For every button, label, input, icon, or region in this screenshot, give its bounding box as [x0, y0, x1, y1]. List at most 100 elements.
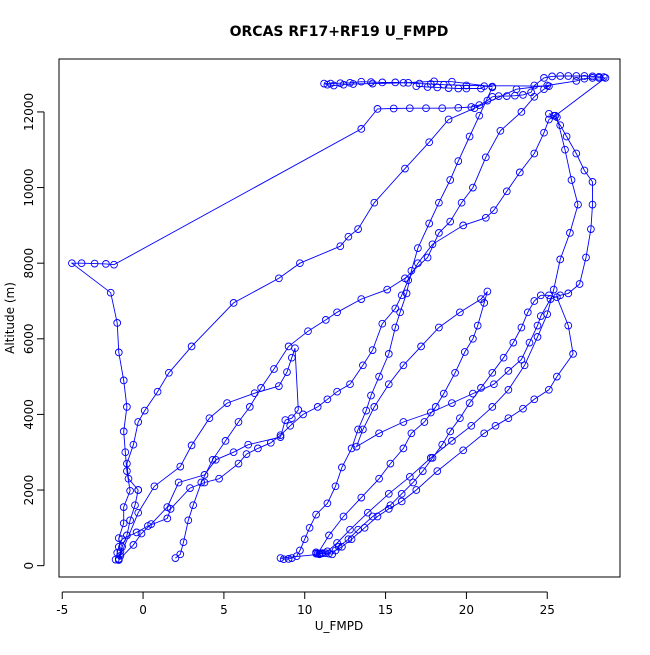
- data-point: [77, 259, 86, 268]
- data-point: [483, 287, 492, 296]
- data-point: [556, 291, 565, 300]
- x-tick-label: 25: [540, 603, 555, 617]
- data-point: [460, 348, 469, 356]
- data-point: [338, 463, 346, 472]
- data-point: [368, 346, 377, 354]
- data-point: [401, 164, 409, 173]
- data-point: [296, 546, 304, 555]
- data-point: [184, 516, 193, 525]
- data-point: [580, 74, 589, 83]
- data-point: [179, 538, 188, 547]
- data-point: [553, 372, 561, 381]
- data-point: [553, 113, 561, 122]
- data-point: [564, 72, 573, 80]
- data-point: [564, 289, 573, 298]
- data-point: [296, 259, 304, 268]
- data-point: [279, 555, 288, 564]
- data-point: [140, 406, 149, 415]
- y-tick-label: 8000: [22, 248, 36, 279]
- data-point: [477, 295, 485, 303]
- data-point: [477, 384, 485, 392]
- data-point: [119, 519, 128, 528]
- data-point: [360, 523, 369, 532]
- data-point: [580, 72, 589, 80]
- data-point: [357, 77, 366, 86]
- data-point: [132, 528, 141, 537]
- data-point: [469, 334, 477, 343]
- x-tick-label: 10: [297, 603, 312, 617]
- data-point: [110, 260, 118, 269]
- data-point: [536, 291, 545, 300]
- data-point: [399, 78, 408, 87]
- data-point: [370, 403, 379, 411]
- data-point: [150, 482, 159, 491]
- data-point: [530, 149, 539, 158]
- data-point: [357, 493, 366, 502]
- data-point: [153, 387, 162, 396]
- data-point: [368, 79, 377, 88]
- y-tick-label: 12000: [22, 93, 36, 131]
- data-point: [266, 438, 275, 447]
- series-5: [312, 109, 597, 558]
- data-point: [530, 395, 539, 404]
- data-point: [582, 253, 590, 262]
- data-point: [467, 421, 476, 430]
- data-point: [467, 103, 476, 111]
- data-point: [435, 198, 443, 207]
- data-point: [545, 385, 553, 394]
- data-point: [378, 319, 387, 328]
- data-point: [488, 368, 497, 377]
- y-tick-label: 6000: [22, 324, 36, 355]
- data-point: [407, 266, 416, 275]
- data-point: [174, 478, 183, 487]
- data-point: [368, 512, 377, 521]
- data-point: [548, 72, 556, 81]
- data-point: [469, 183, 477, 192]
- data-point: [378, 78, 387, 87]
- data-point: [176, 550, 185, 559]
- data-point: [294, 406, 303, 414]
- data-point: [283, 368, 291, 376]
- data-point: [465, 132, 474, 141]
- data-point: [533, 321, 542, 330]
- data-point: [438, 104, 447, 113]
- data-point: [234, 459, 243, 468]
- data-point: [572, 72, 581, 80]
- data-point: [375, 429, 383, 438]
- data-point: [517, 323, 526, 332]
- data-point: [359, 361, 367, 370]
- data-point: [126, 516, 134, 525]
- data-point: [357, 295, 366, 303]
- data-point: [114, 348, 123, 357]
- data-point: [352, 442, 361, 451]
- data-point: [454, 84, 463, 93]
- data-point: [530, 81, 539, 90]
- data-point: [574, 200, 582, 209]
- data-point: [588, 200, 597, 209]
- data-point: [504, 414, 513, 423]
- data-point: [396, 308, 404, 317]
- data-point: [119, 427, 128, 436]
- data-point: [575, 280, 584, 288]
- y-axis: 0 2000 4000 6000 8000 10000 12000: [22, 93, 45, 569]
- data-point: [331, 482, 340, 491]
- data-point: [488, 403, 497, 411]
- data-point: [114, 542, 123, 551]
- data-point: [384, 489, 393, 498]
- data-point: [566, 229, 574, 237]
- data-point: [276, 431, 285, 440]
- data-point: [386, 501, 395, 510]
- series-line: [115, 77, 607, 560]
- x-tick-label: 5: [220, 603, 228, 617]
- data-point: [90, 259, 99, 268]
- data-point: [346, 380, 354, 389]
- data-point: [333, 308, 341, 317]
- data-point: [119, 376, 128, 385]
- data-point: [323, 499, 332, 508]
- data-point: [129, 541, 138, 549]
- data-point: [397, 489, 406, 498]
- data-point: [599, 73, 608, 81]
- data-point: [329, 81, 338, 90]
